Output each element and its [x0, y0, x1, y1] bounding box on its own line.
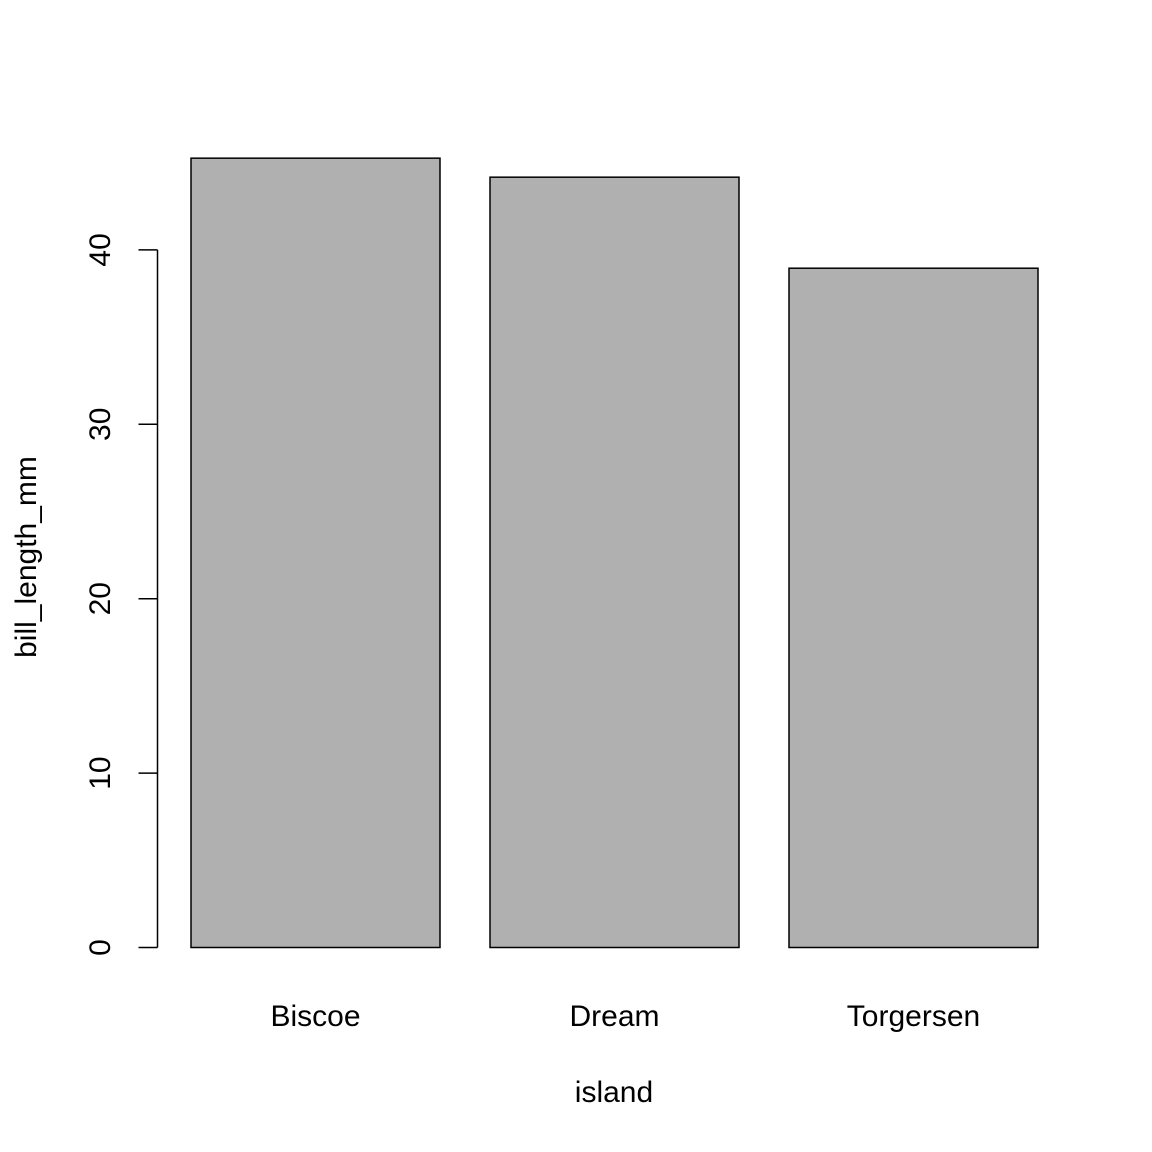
- x-tick-label: Biscoe: [270, 1000, 360, 1033]
- y-tick-label: 10: [84, 756, 117, 789]
- y-tick-label: 20: [84, 582, 117, 615]
- y-axis-title: bill_length_mm: [10, 456, 43, 658]
- y-tick-label: 30: [84, 408, 117, 441]
- x-tick-label: Torgersen: [847, 1000, 980, 1033]
- x-tick-label: Dream: [569, 1000, 659, 1033]
- y-tick-label: 0: [84, 939, 117, 956]
- y-tick-label: 40: [84, 233, 117, 266]
- bars-group: [190, 157, 1039, 949]
- bar-dream: [489, 176, 740, 949]
- x-category-labels: Biscoe Dream Torgersen: [270, 1000, 980, 1033]
- bar-biscoe: [190, 157, 441, 949]
- x-axis-title: island: [575, 1076, 653, 1109]
- y-axis: 0 10 20 30 40: [84, 233, 159, 956]
- bar-torgersen: [788, 267, 1039, 949]
